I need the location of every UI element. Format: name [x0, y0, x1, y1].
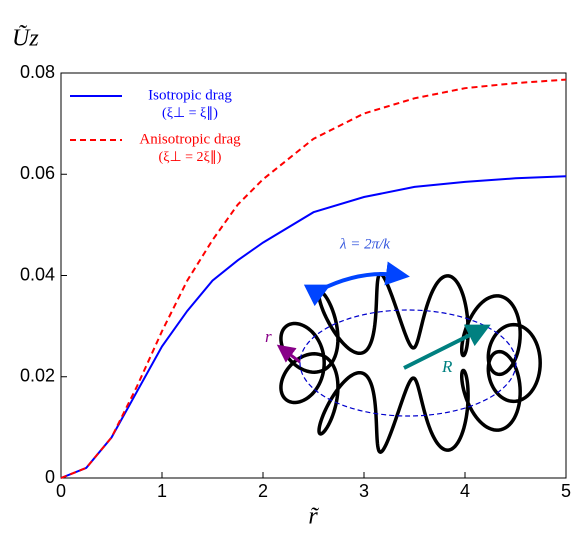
- x-tick-label: 5: [561, 481, 571, 501]
- y-axis-label: Ũz: [12, 25, 39, 52]
- R-label: R: [441, 357, 453, 376]
- x-axis-label: r̃: [308, 504, 319, 530]
- x-tick-label: 2: [258, 481, 268, 501]
- r-arrow: [276, 344, 301, 364]
- legend-label: Anisotropic drag: [139, 131, 241, 147]
- y-tick-label: 0.08: [20, 62, 55, 82]
- y-tick-label: 0: [45, 467, 55, 487]
- x-tick-label: 4: [460, 481, 470, 501]
- helix-axis: [299, 309, 517, 417]
- series-line: [60, 175, 567, 479]
- y-tick-label: 0.06: [20, 163, 55, 183]
- R-arrow: [403, 324, 491, 370]
- series-line: [60, 78, 567, 479]
- legend-label: Isotropic drag: [148, 87, 232, 103]
- r-label: r: [265, 327, 272, 346]
- plot-frame: [60, 72, 567, 479]
- y-tick-label: 0.02: [20, 366, 55, 386]
- legend-detail: (ξ⊥ = ξ∥): [162, 106, 218, 121]
- helix-diagram: λ = 2π/k r R: [265, 236, 542, 454]
- x-tick-label: 1: [157, 481, 167, 501]
- x-tick-label: 3: [359, 481, 369, 501]
- wavelength-arrow: [303, 261, 410, 307]
- y-tick-label: 0.04: [20, 264, 55, 284]
- wavelength-label: λ = 2π/k: [339, 236, 390, 252]
- x-tick-label: 0: [56, 481, 66, 501]
- legend-detail: (ξ⊥ = 2ξ∥): [159, 150, 222, 165]
